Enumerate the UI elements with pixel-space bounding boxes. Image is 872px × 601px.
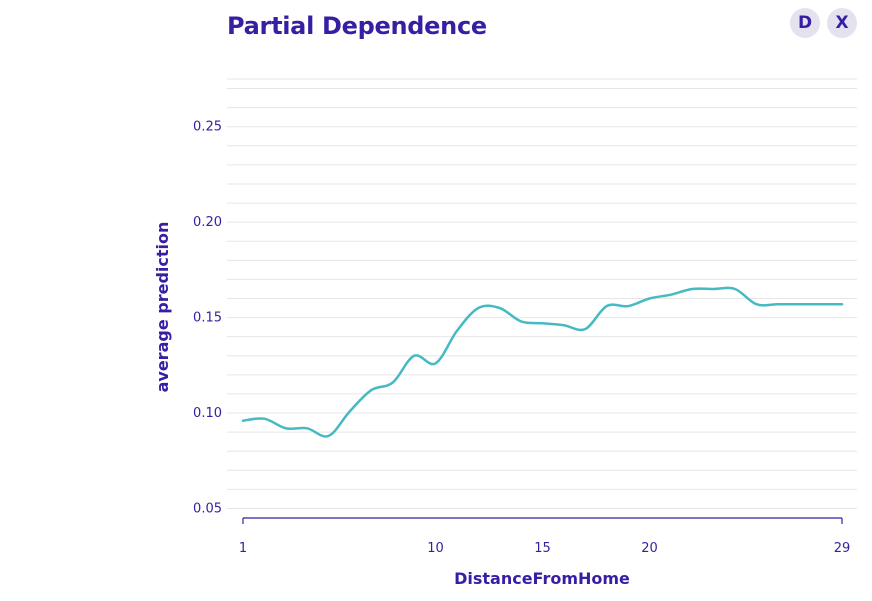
y-tick-label: 0.20 xyxy=(193,215,222,230)
y-axis-title: average prediction xyxy=(153,222,172,393)
close-button[interactable]: X xyxy=(827,8,857,38)
pdp-line xyxy=(241,286,844,438)
chart-title: Partial Dependence xyxy=(227,12,487,40)
x-tick-label: 1 xyxy=(239,541,247,556)
y-tick-label: 0.15 xyxy=(193,311,222,326)
x-tick-label: 20 xyxy=(641,541,658,556)
y-tick-label: 0.25 xyxy=(193,120,222,135)
x-tick-label: 10 xyxy=(427,541,444,556)
y-tick-label: 0.10 xyxy=(193,406,222,421)
x-axis-title: DistanceFromHome xyxy=(454,569,630,588)
y-tick-label: 0.05 xyxy=(193,501,222,516)
x-tick-label: 15 xyxy=(534,541,551,556)
description-button[interactable]: D xyxy=(790,8,820,38)
x-tick-label: 29 xyxy=(834,541,851,556)
